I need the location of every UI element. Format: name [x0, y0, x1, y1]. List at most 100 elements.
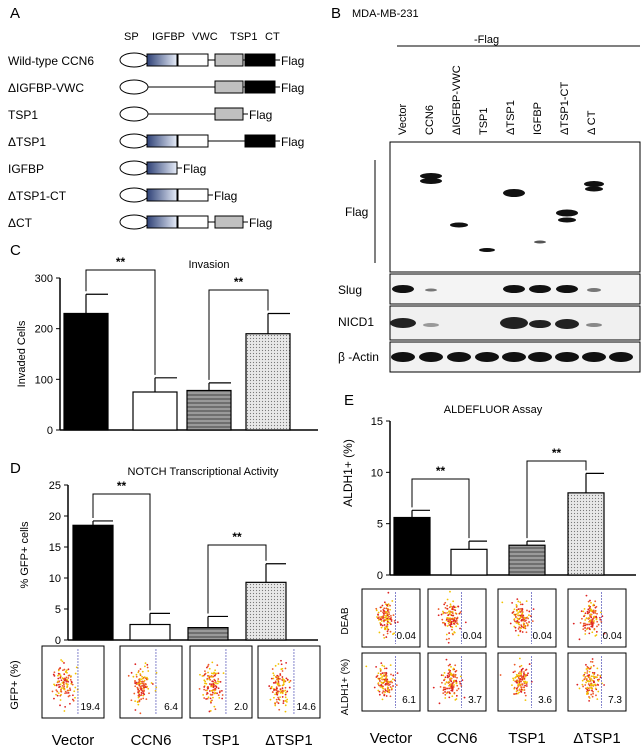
construct-row: IGFBP Flag: [8, 160, 206, 176]
flow-value: 14.6: [297, 702, 317, 713]
flow-deab-label: DEAB: [340, 607, 351, 635]
construct-row: ΔIGFBP-VWC Flag: [8, 79, 304, 95]
bar-vector: [393, 516, 431, 576]
sp-domain: [119, 52, 149, 68]
flow-value: 19.4: [81, 702, 101, 713]
panel-d-notch-chart: NOTCH Transcriptional Activity 0 5 10 15 20 25…: [9, 466, 321, 749]
flow-value: 6.4: [164, 702, 178, 713]
flag-tag: Flag: [183, 162, 206, 176]
domain-header-vwc: VWC: [192, 31, 218, 43]
chart-title: NOTCH Transcriptional Activity: [128, 466, 279, 478]
lane-label: ΔIGFBP-VWC: [451, 65, 463, 135]
panel-a-diagram: SP IGFBP VWC TSP1 CT Wild-type CCN6 FlagΔIGFB…: [8, 31, 304, 230]
y-tick-label: 10: [371, 467, 383, 479]
flow-plot: 7.3: [567, 652, 627, 712]
flow-ylabel: GFP+ (%): [9, 660, 21, 709]
construct-name: ΔCT: [8, 216, 33, 230]
lane-label: IGFBP: [532, 102, 544, 135]
significance-label: **: [116, 255, 126, 269]
flow-value: 0.04: [463, 631, 483, 642]
flag-tag: Flag: [281, 54, 304, 68]
flag-header: -Flag: [474, 34, 500, 46]
y-axis-label: ALDH1+ (%): [341, 439, 355, 507]
x-category-label: ΔTSP1: [265, 732, 313, 749]
y-tick-label: 10: [49, 573, 61, 585]
construct-name: ΔTSP1-CT: [8, 189, 67, 203]
bar-tsp1: [508, 544, 546, 576]
bar-tsp1: [187, 627, 229, 641]
bar-ccn6: [129, 623, 171, 641]
sp-domain: [119, 187, 149, 203]
significance-bracket: [207, 544, 267, 614]
significance-bracket: [411, 478, 470, 539]
panel-d-label: D: [10, 460, 21, 477]
blot-label-actin: β -Actin: [338, 350, 379, 364]
panel-c-invasion-chart: Invasion 0 100 200 300 Invaded Cells ** **: [16, 255, 318, 437]
y-axis-label: Invaded Cells: [16, 320, 28, 387]
y-tick-label: 25: [49, 480, 61, 492]
panel-b-label: B: [331, 5, 342, 22]
flow-plot: 19.4: [41, 645, 105, 719]
lane-label: Vector: [397, 103, 409, 135]
construct-name: IGFBP: [8, 162, 44, 176]
y-axis-label: % GFP+ cells: [19, 521, 31, 588]
sp-domain: [119, 160, 149, 176]
cell-line-label: MDA-MB-231: [352, 8, 419, 20]
x-category-label: TSP1: [202, 732, 240, 749]
flow-plot: 0.04: [567, 588, 627, 648]
lane-label: ΔTSP1-CT: [559, 82, 571, 135]
panel-c-label: C: [10, 242, 21, 259]
construct-row: TSP1 Flag: [8, 106, 272, 122]
blot-label-flag: Flag: [345, 205, 369, 219]
flow-plot: 6.4: [119, 645, 183, 719]
panel-e-label: E: [344, 392, 355, 409]
flow-plot: 3.6: [497, 652, 557, 712]
significance-bracket: [526, 460, 587, 539]
flow-value: 3.6: [538, 695, 552, 706]
y-tick-label: 300: [35, 273, 53, 285]
domain-header-tsp1: TSP1: [230, 31, 258, 43]
flow-value: 0.04: [397, 631, 417, 642]
flow-aldh-label: ALDH1+ (%): [340, 659, 351, 715]
x-category-label: Vector: [52, 732, 95, 749]
flow-plot: 14.6: [257, 645, 321, 719]
bar-tsp1: [186, 389, 232, 431]
chart-title: ALDEFLUOR Assay: [444, 404, 543, 416]
y-tick-label: 200: [35, 324, 53, 336]
construct-row: ΔTSP1 Flag: [8, 133, 304, 149]
chart-title: Invasion: [189, 259, 230, 271]
flow-value: 3.7: [468, 695, 482, 706]
y-tick-label: 0: [55, 635, 61, 647]
flow-plot: 0.04: [361, 588, 421, 648]
construct-name: ΔTSP1: [8, 135, 46, 149]
panel-b-western-blot: Vector CCN6 ΔIGFBP-VWC TSP1 ΔTSP1 IGFBP ΔTSP1-…: [374, 45, 641, 373]
domain-header-sp: SP: [124, 31, 139, 43]
bar-tsp1: [245, 333, 291, 431]
x-category-label: CCN6: [131, 732, 172, 749]
significance-bracket: [208, 289, 269, 380]
y-tick-label: 15: [371, 416, 383, 428]
x-category-label: ΔTSP1: [573, 730, 621, 747]
flag-tag: Flag: [214, 189, 237, 203]
panel-a-label: A: [10, 5, 21, 22]
flow-value: 7.3: [608, 695, 622, 706]
x-category-label: TSP1: [508, 730, 546, 747]
panel-e-aldefluor-chart: ALDEFLUOR Assay 0 5 10 15 ALDH1+ (%) ** ** DEAB A…: [340, 404, 636, 747]
bar-ccn6: [132, 391, 178, 431]
y-tick-label: 5: [377, 519, 383, 531]
flow-value: 0.04: [603, 631, 623, 642]
flag-tag: Flag: [249, 216, 272, 230]
blot-label-nicd1: NICD1: [338, 315, 375, 329]
flow-plot: 0.04: [497, 588, 557, 648]
x-category-label: CCN6: [437, 730, 478, 747]
bar-vector: [72, 524, 114, 641]
significance-label: **: [234, 275, 244, 289]
significance-bracket: [92, 493, 151, 611]
lane-label: Δ CT: [586, 110, 598, 135]
x-category-label: Vector: [370, 730, 413, 747]
y-tick-label: 5: [55, 604, 61, 616]
flow-value: 6.1: [402, 695, 416, 706]
flow-plot: 3.7: [427, 652, 487, 712]
bar-ccn6: [450, 548, 488, 576]
lane-label: ΔTSP1: [505, 100, 517, 135]
